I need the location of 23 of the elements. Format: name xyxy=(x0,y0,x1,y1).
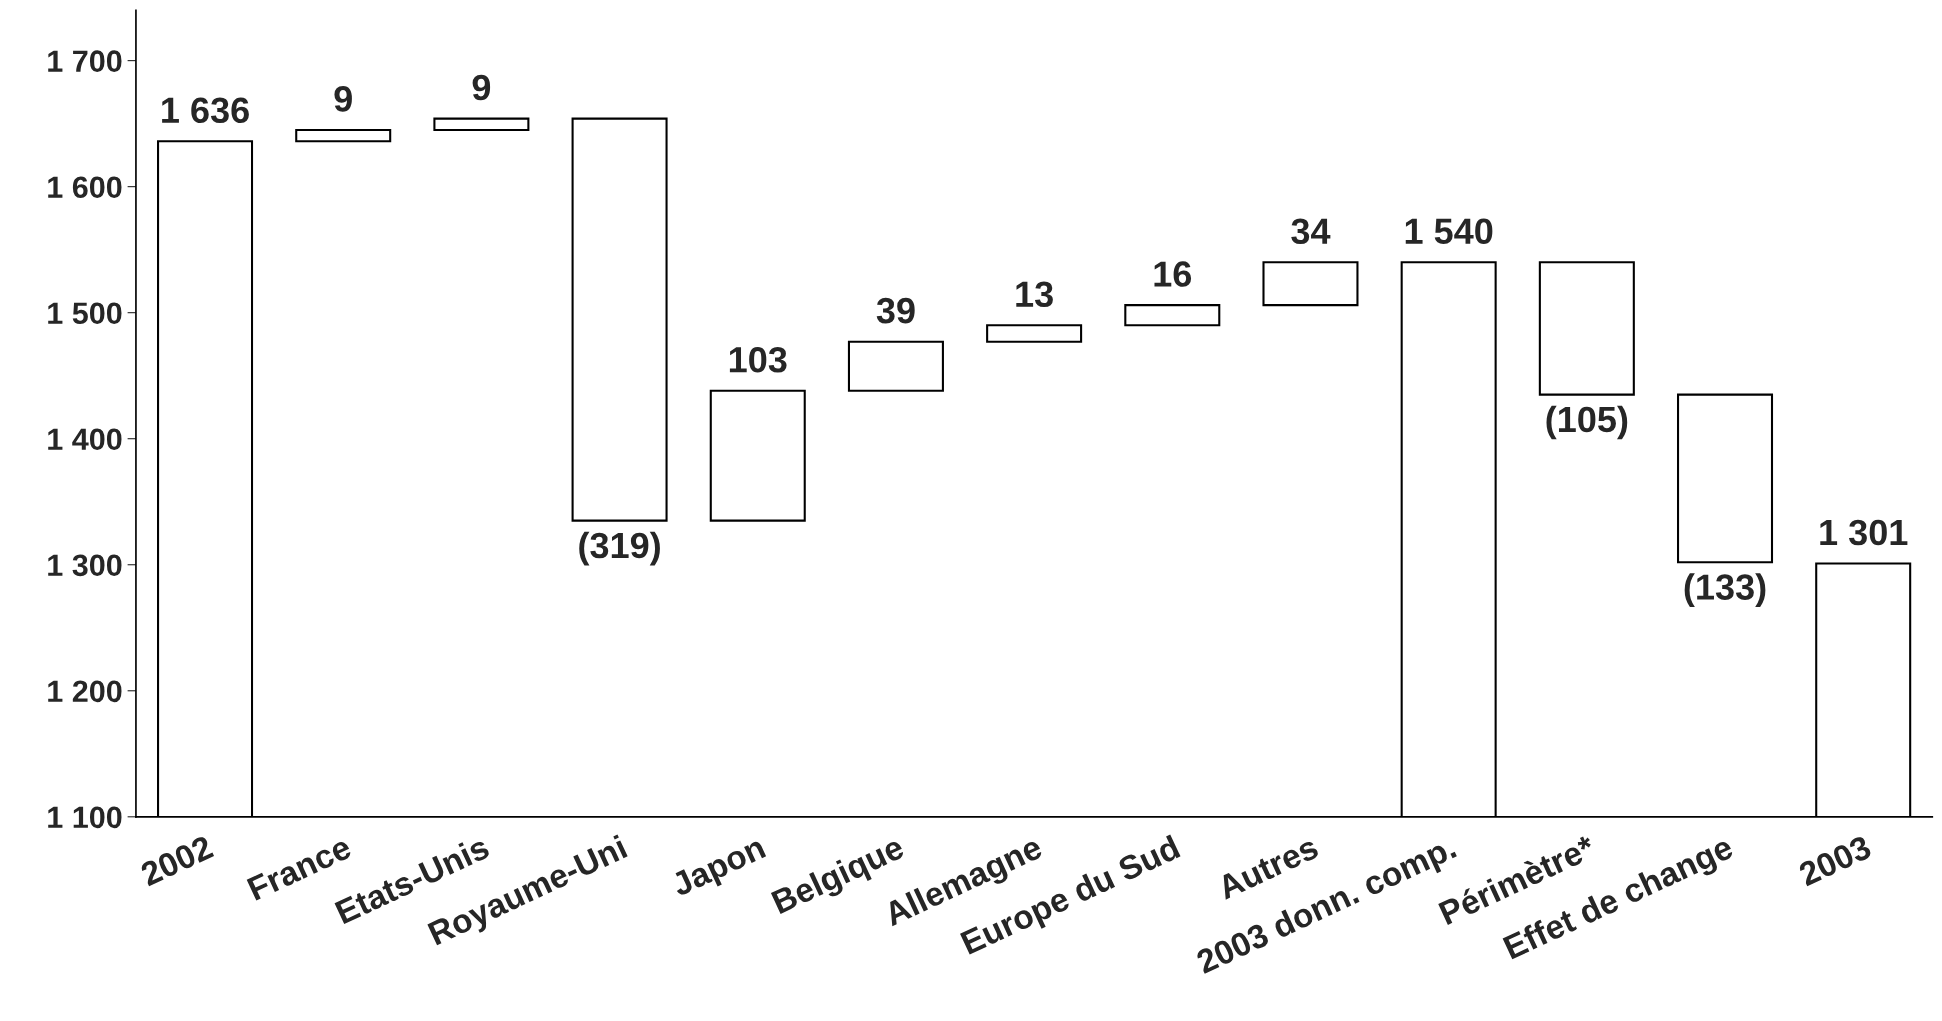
y-tick-label: 1 700 xyxy=(48,50,122,72)
x-tick-label: 2003 xyxy=(1797,834,1873,887)
x-tick-label: Japon xyxy=(669,835,770,903)
y-tick-label: 1 500 xyxy=(48,302,122,325)
y-tick-label: 1 400 xyxy=(48,428,122,451)
data-label: 1 540 xyxy=(1405,218,1493,245)
data-label: 103 xyxy=(729,347,787,373)
y-tick-label: 1 200 xyxy=(48,680,122,703)
data-label: (319) xyxy=(579,531,660,566)
data-label: 13 xyxy=(1016,281,1053,308)
data-label: 9 xyxy=(472,74,491,101)
data-label: 9 xyxy=(334,86,352,112)
y-tick-label: 1 600 xyxy=(48,176,122,199)
data-label: 1 636 xyxy=(162,97,249,124)
y-tick-label: 1 300 xyxy=(48,554,122,577)
data-label: 1 301 xyxy=(1820,519,1908,546)
data-label: (105) xyxy=(1546,405,1628,440)
y-tick-label: 1 100 xyxy=(48,806,122,829)
x-tick-label: 2002 xyxy=(139,834,215,887)
data-label: 34 xyxy=(1291,218,1331,245)
data-label: 16 xyxy=(1154,261,1192,287)
data-label: (133) xyxy=(1684,573,1766,607)
data-label: 39 xyxy=(876,297,915,324)
